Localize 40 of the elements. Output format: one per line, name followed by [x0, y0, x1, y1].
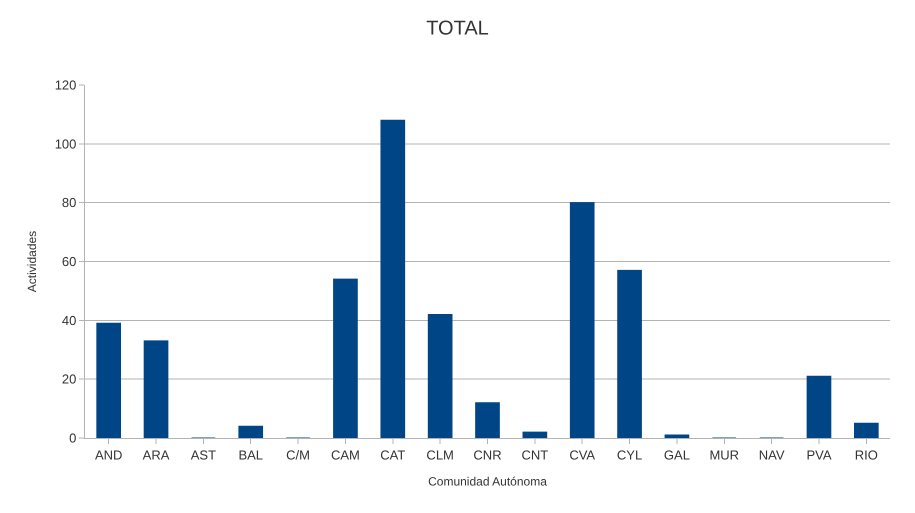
y-tick-label: 0 — [69, 430, 76, 446]
x-tick-label: MUR — [709, 448, 740, 463]
x-tick-label: CAM — [330, 448, 360, 463]
x-tick-label: CVA — [569, 448, 596, 463]
x-tick-label: AST — [190, 448, 216, 463]
bar — [806, 376, 832, 438]
bar — [380, 120, 406, 438]
bar — [333, 278, 358, 438]
bar — [475, 402, 500, 438]
y-tick-label: 40 — [62, 312, 76, 328]
y-tick-label: 80 — [62, 195, 76, 210]
bar — [144, 340, 168, 438]
bar — [570, 202, 595, 438]
x-tick-label: CNT — [521, 448, 548, 463]
x-tick-label: CYL — [616, 448, 642, 463]
bar — [428, 314, 452, 438]
bar — [96, 322, 122, 438]
y-axis-title: Actividades — [24, 230, 39, 292]
bar — [522, 432, 548, 438]
x-tick-label: BAL — [238, 448, 264, 463]
bar — [664, 434, 690, 438]
y-tick-label: 100 — [54, 136, 76, 152]
x-tick-label: NAV — [758, 448, 785, 463]
bar — [238, 426, 264, 438]
x-tick-label: AND — [94, 448, 122, 463]
bar — [617, 270, 642, 438]
y-tick-label: 120 — [54, 78, 76, 93]
x-tick-label: RIO — [854, 448, 878, 463]
x-axis-title: Comunidad Autónoma — [428, 474, 548, 488]
x-tick-label: CAT — [380, 448, 406, 463]
chart-title: TOTAL — [426, 18, 489, 40]
x-tick-label: CLM — [426, 448, 454, 463]
y-tick-label: 20 — [62, 372, 76, 387]
x-tick-label: GAL — [664, 448, 690, 463]
x-tick-label: ARA — [142, 448, 170, 463]
y-tick-label: 60 — [62, 254, 76, 270]
x-tick-label: C/M — [286, 448, 310, 463]
bar — [854, 422, 879, 438]
x-tick-label: PVA — [806, 448, 832, 463]
x-tick-label: CNR — [473, 448, 502, 463]
